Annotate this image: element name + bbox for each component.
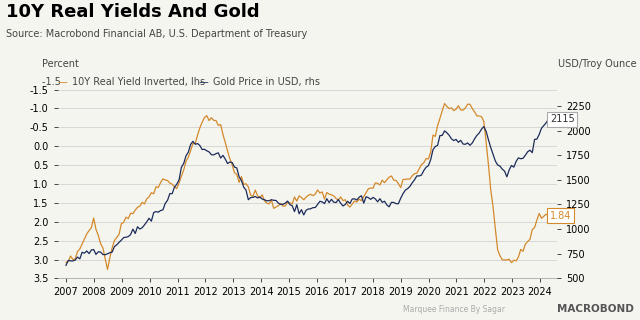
Text: -1.5: -1.5 <box>42 77 63 87</box>
Text: 1.84: 1.84 <box>550 211 572 221</box>
Text: USD/Troy Ounce: USD/Troy Ounce <box>558 59 637 69</box>
Text: 10Y Real Yield Inverted, lhs: 10Y Real Yield Inverted, lhs <box>72 77 205 87</box>
Text: 2115: 2115 <box>550 114 575 124</box>
Text: Marquee Finance By Sagar: Marquee Finance By Sagar <box>403 305 505 314</box>
Text: MACROBOND: MACROBOND <box>557 304 634 314</box>
Text: Percent: Percent <box>42 59 79 69</box>
Text: 10Y Real Yields And Gold: 10Y Real Yields And Gold <box>6 3 260 21</box>
Text: —: — <box>58 77 67 87</box>
Text: —: — <box>198 77 208 87</box>
Text: Gold Price in USD, rhs: Gold Price in USD, rhs <box>213 77 320 87</box>
Text: Source: Macrobond Financial AB, U.S. Department of Treasury: Source: Macrobond Financial AB, U.S. Dep… <box>6 29 308 39</box>
